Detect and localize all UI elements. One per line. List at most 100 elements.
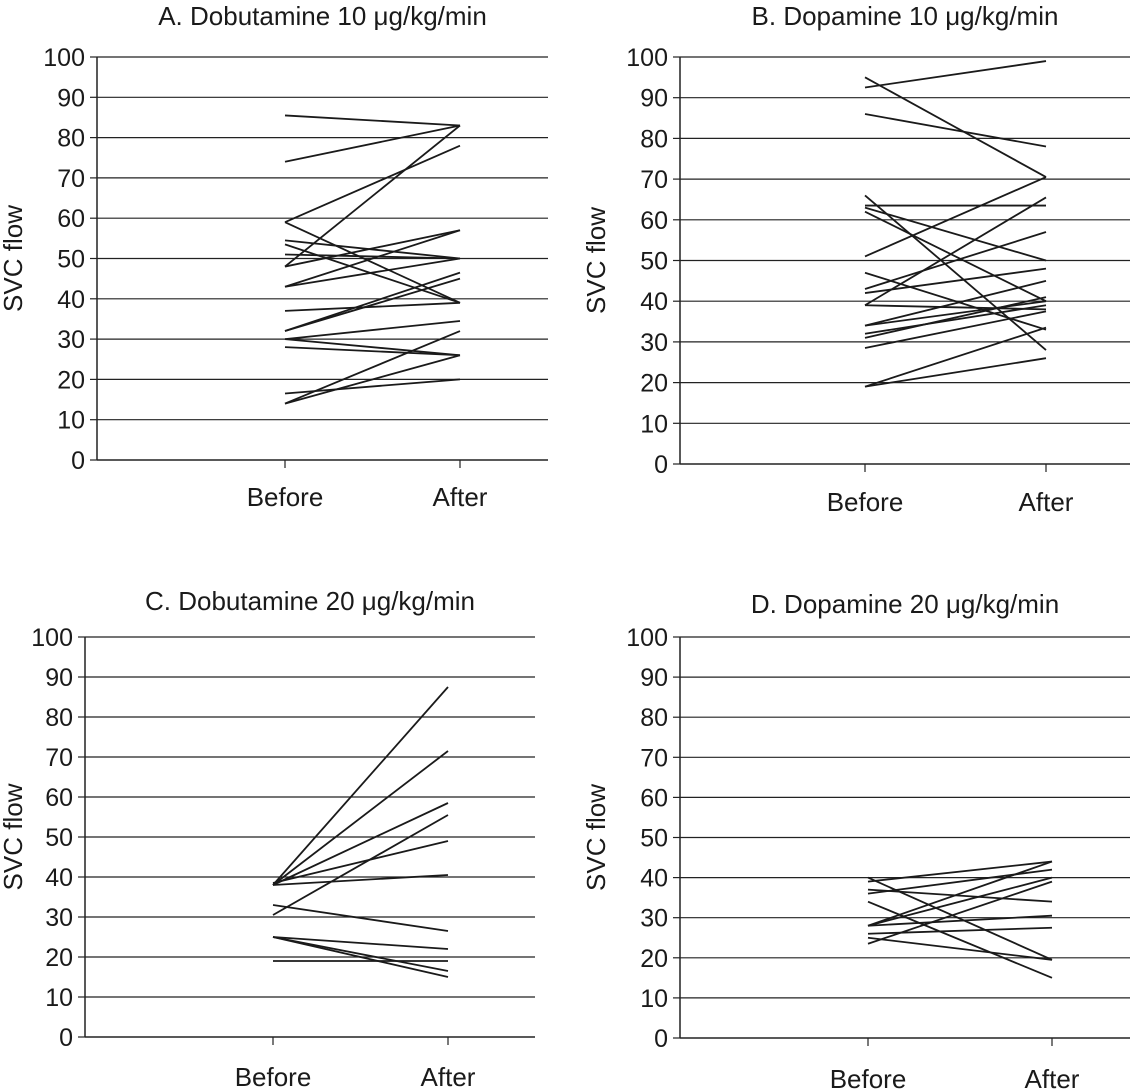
subject-line bbox=[864, 279, 1047, 327]
y-tick-label: 60 bbox=[57, 205, 85, 233]
y-tick-label: 40 bbox=[45, 864, 73, 892]
x-tick-label: Before bbox=[247, 482, 324, 512]
subject-line bbox=[272, 904, 449, 932]
y-tick-label: 80 bbox=[45, 704, 73, 732]
panel-d: D. Dopamine 20 μg/kg/min 0 10 20 30 40 50 60 70 8… bbox=[581, 589, 1130, 1091]
panel-title: C. Dobutamine 20 μg/kg/min bbox=[145, 586, 475, 616]
y-tick-label: 30 bbox=[45, 904, 73, 932]
subject-line bbox=[284, 239, 461, 260]
subject-line bbox=[867, 888, 1053, 903]
y-tick-label: 20 bbox=[45, 944, 73, 972]
panel-c: C. Dobutamine 20 μg/kg/min 0 10 20 30 40 50 60 7… bbox=[0, 586, 535, 1091]
y-axis-label: SVC flow bbox=[0, 205, 28, 312]
y-tick-label: 30 bbox=[640, 905, 668, 933]
y-tick-label: 0 bbox=[654, 451, 668, 479]
subject-line bbox=[864, 231, 1047, 290]
subject-line bbox=[864, 267, 1047, 294]
y-tick-label: 90 bbox=[57, 84, 85, 112]
subject-line bbox=[867, 914, 1053, 927]
x-tick-label: After bbox=[433, 482, 488, 512]
y-tick-label: 10 bbox=[640, 985, 668, 1013]
subject-line bbox=[272, 936, 449, 978]
y-tick-label: 70 bbox=[45, 744, 73, 772]
y-tick-label: 20 bbox=[57, 366, 85, 394]
y-tick-label: 70 bbox=[640, 744, 668, 772]
subject-line bbox=[867, 936, 1053, 961]
x-tick-label: Before bbox=[235, 1062, 312, 1091]
x-tick-label: Before bbox=[827, 487, 904, 517]
y-tick-label: 100 bbox=[626, 44, 668, 72]
x-tick-label: Before bbox=[830, 1064, 907, 1091]
y-tick-label: 100 bbox=[31, 624, 73, 652]
y-tick-label: 30 bbox=[640, 329, 668, 357]
y-tick-label: 50 bbox=[640, 825, 668, 853]
y-tick-label: 80 bbox=[640, 704, 668, 732]
subject-line bbox=[284, 114, 461, 127]
subject-line bbox=[284, 378, 461, 395]
y-tick-label: 30 bbox=[57, 326, 85, 354]
y-tick-label: 20 bbox=[640, 370, 668, 398]
y-tick-label: 0 bbox=[654, 1025, 668, 1053]
panel-title: B. Dopamine 10 μg/kg/min bbox=[752, 1, 1059, 31]
y-tick-label: 10 bbox=[45, 984, 73, 1012]
subject-line bbox=[284, 277, 461, 332]
subject-line bbox=[864, 357, 1047, 388]
subject-line bbox=[272, 936, 449, 950]
subject-line bbox=[864, 60, 1047, 89]
subject-line bbox=[864, 304, 1047, 335]
subject-line bbox=[864, 176, 1047, 258]
y-tick-label: 70 bbox=[57, 165, 85, 193]
y-tick-label: 10 bbox=[57, 407, 85, 435]
subject-line bbox=[284, 354, 461, 405]
panel-title: D. Dopamine 20 μg/kg/min bbox=[751, 589, 1059, 619]
subject-line bbox=[284, 253, 461, 260]
subject-line bbox=[864, 206, 1047, 262]
subject-line bbox=[272, 750, 449, 886]
subject-line bbox=[864, 296, 1047, 339]
y-tick-label: 60 bbox=[640, 784, 668, 812]
y-tick-label: 50 bbox=[640, 248, 668, 276]
subject-line bbox=[284, 346, 461, 357]
y-tick-label: 40 bbox=[640, 288, 668, 316]
subject-line bbox=[284, 221, 461, 304]
subject-line bbox=[284, 124, 461, 268]
y-tick-label: 100 bbox=[626, 624, 668, 652]
y-tick-label: 40 bbox=[57, 286, 85, 314]
subject-line bbox=[272, 802, 449, 886]
y-tick-label: 90 bbox=[640, 664, 668, 692]
y-tick-label: 80 bbox=[640, 125, 668, 153]
y-axis-label: SVC flow bbox=[0, 783, 28, 890]
y-tick-label: 10 bbox=[640, 410, 668, 438]
subject-line bbox=[284, 229, 461, 288]
subject-line bbox=[284, 257, 461, 288]
y-tick-label: 70 bbox=[640, 166, 668, 194]
subject-line bbox=[272, 840, 449, 884]
subject-line bbox=[272, 874, 449, 886]
y-tick-label: 80 bbox=[57, 125, 85, 153]
subject-line bbox=[864, 113, 1047, 148]
subject-line bbox=[867, 880, 1053, 945]
subject-line bbox=[864, 76, 1047, 178]
y-tick-label: 50 bbox=[57, 246, 85, 274]
y-tick-label: 60 bbox=[640, 207, 668, 235]
subject-line bbox=[284, 330, 461, 405]
y-tick-label: 90 bbox=[45, 664, 73, 692]
y-tick-label: 50 bbox=[45, 824, 73, 852]
subject-line bbox=[284, 229, 461, 268]
y-tick-label: 0 bbox=[59, 1024, 73, 1052]
y-tick-label: 90 bbox=[640, 85, 668, 113]
subject-line bbox=[272, 686, 449, 886]
subject-line bbox=[284, 124, 461, 163]
subject-line bbox=[272, 936, 449, 972]
subject-line bbox=[864, 271, 1047, 331]
subject-line bbox=[867, 860, 1053, 927]
y-axis-label: SVC flow bbox=[581, 784, 611, 891]
y-tick-label: 40 bbox=[640, 865, 668, 893]
subject-line bbox=[864, 326, 1047, 388]
subject-line bbox=[284, 320, 461, 340]
x-tick-label: After bbox=[421, 1062, 476, 1091]
panel-b: B. Dopamine 10 μg/kg/min 0 10 20 30 40 50 60 70 8… bbox=[581, 1, 1130, 517]
y-tick-label: 0 bbox=[71, 447, 85, 475]
y-tick-label: 60 bbox=[45, 784, 73, 812]
